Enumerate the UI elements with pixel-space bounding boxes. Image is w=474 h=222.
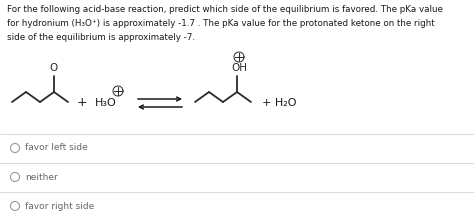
Text: for hydronium (H₃O⁺) is approximately -1.7 . The pKa value for the protonated ke: for hydronium (H₃O⁺) is approximately -1… <box>7 19 435 28</box>
Text: favor left side: favor left side <box>25 143 88 153</box>
Text: side of the equilibrium is approximately -7.: side of the equilibrium is approximately… <box>7 33 195 42</box>
Text: +: + <box>77 95 87 109</box>
Text: OH: OH <box>231 63 247 73</box>
Text: For the following acid-base reaction, predict which side of the equilibrium is f: For the following acid-base reaction, pr… <box>7 5 443 14</box>
Text: neither: neither <box>25 172 58 182</box>
Text: O: O <box>50 63 58 73</box>
Text: favor right side: favor right side <box>25 202 94 210</box>
Text: H₃O: H₃O <box>95 98 117 108</box>
Text: + H₂O: + H₂O <box>262 98 297 108</box>
